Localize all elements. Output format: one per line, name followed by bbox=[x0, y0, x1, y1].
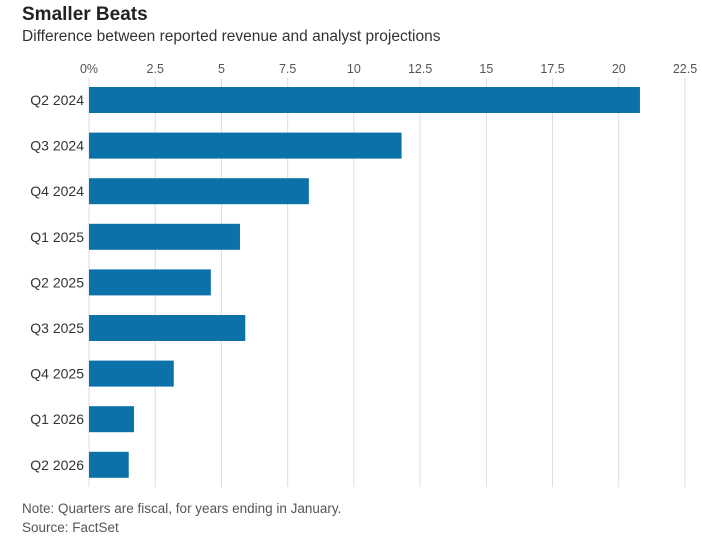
x-tick-label: 12.5 bbox=[408, 62, 432, 76]
bar bbox=[89, 223, 240, 250]
bar bbox=[89, 406, 135, 433]
bar bbox=[89, 87, 640, 113]
x-tick-label: 15 bbox=[479, 62, 493, 76]
bar bbox=[89, 178, 309, 205]
bar bbox=[89, 132, 402, 159]
footnote: Note: Quarters are fiscal, for years end… bbox=[22, 501, 342, 516]
x-tick-label: 10 bbox=[347, 62, 361, 76]
category-label: Q1 2025 bbox=[30, 229, 84, 245]
category-label: Q1 2026 bbox=[30, 411, 84, 427]
x-tick-label: 7.5 bbox=[279, 62, 296, 76]
bar-chart: 0% 2.5 5 7.5 10 12.5 15 17.5 20 22.5 Q2 2024 Q3 20… bbox=[30, 62, 697, 487]
category-label: Q2 2026 bbox=[30, 457, 84, 473]
bar bbox=[89, 360, 174, 387]
category-label: Q3 2024 bbox=[30, 138, 84, 154]
source-note: Source: FactSet bbox=[22, 520, 119, 535]
chart-subtitle: Difference between reported revenue and … bbox=[22, 28, 441, 45]
x-tick-label: 0% bbox=[80, 62, 98, 76]
chart-title: Smaller Beats bbox=[22, 4, 148, 25]
bars bbox=[89, 87, 640, 478]
category-label: Q4 2025 bbox=[30, 366, 84, 382]
x-tick-label: 20 bbox=[612, 62, 626, 76]
category-label: Q2 2024 bbox=[30, 92, 84, 108]
x-tick-label: 2.5 bbox=[147, 62, 164, 76]
x-axis-ticks: 0% 2.5 5 7.5 10 12.5 15 17.5 20 22.5 bbox=[80, 62, 697, 76]
x-tick-label: 22.5 bbox=[673, 62, 697, 76]
bar bbox=[89, 315, 246, 341]
bar bbox=[89, 451, 129, 478]
category-label: Q4 2024 bbox=[30, 183, 84, 199]
x-tick-label: 5 bbox=[218, 62, 225, 76]
category-labels: Q2 2024 Q3 2024 Q4 2024 Q1 2025 Q2 2025 Q3 20… bbox=[30, 92, 84, 473]
category-label: Q3 2025 bbox=[30, 320, 84, 336]
x-tick-label: 17.5 bbox=[540, 62, 564, 76]
category-label: Q2 2025 bbox=[30, 274, 84, 290]
bar bbox=[89, 269, 211, 296]
